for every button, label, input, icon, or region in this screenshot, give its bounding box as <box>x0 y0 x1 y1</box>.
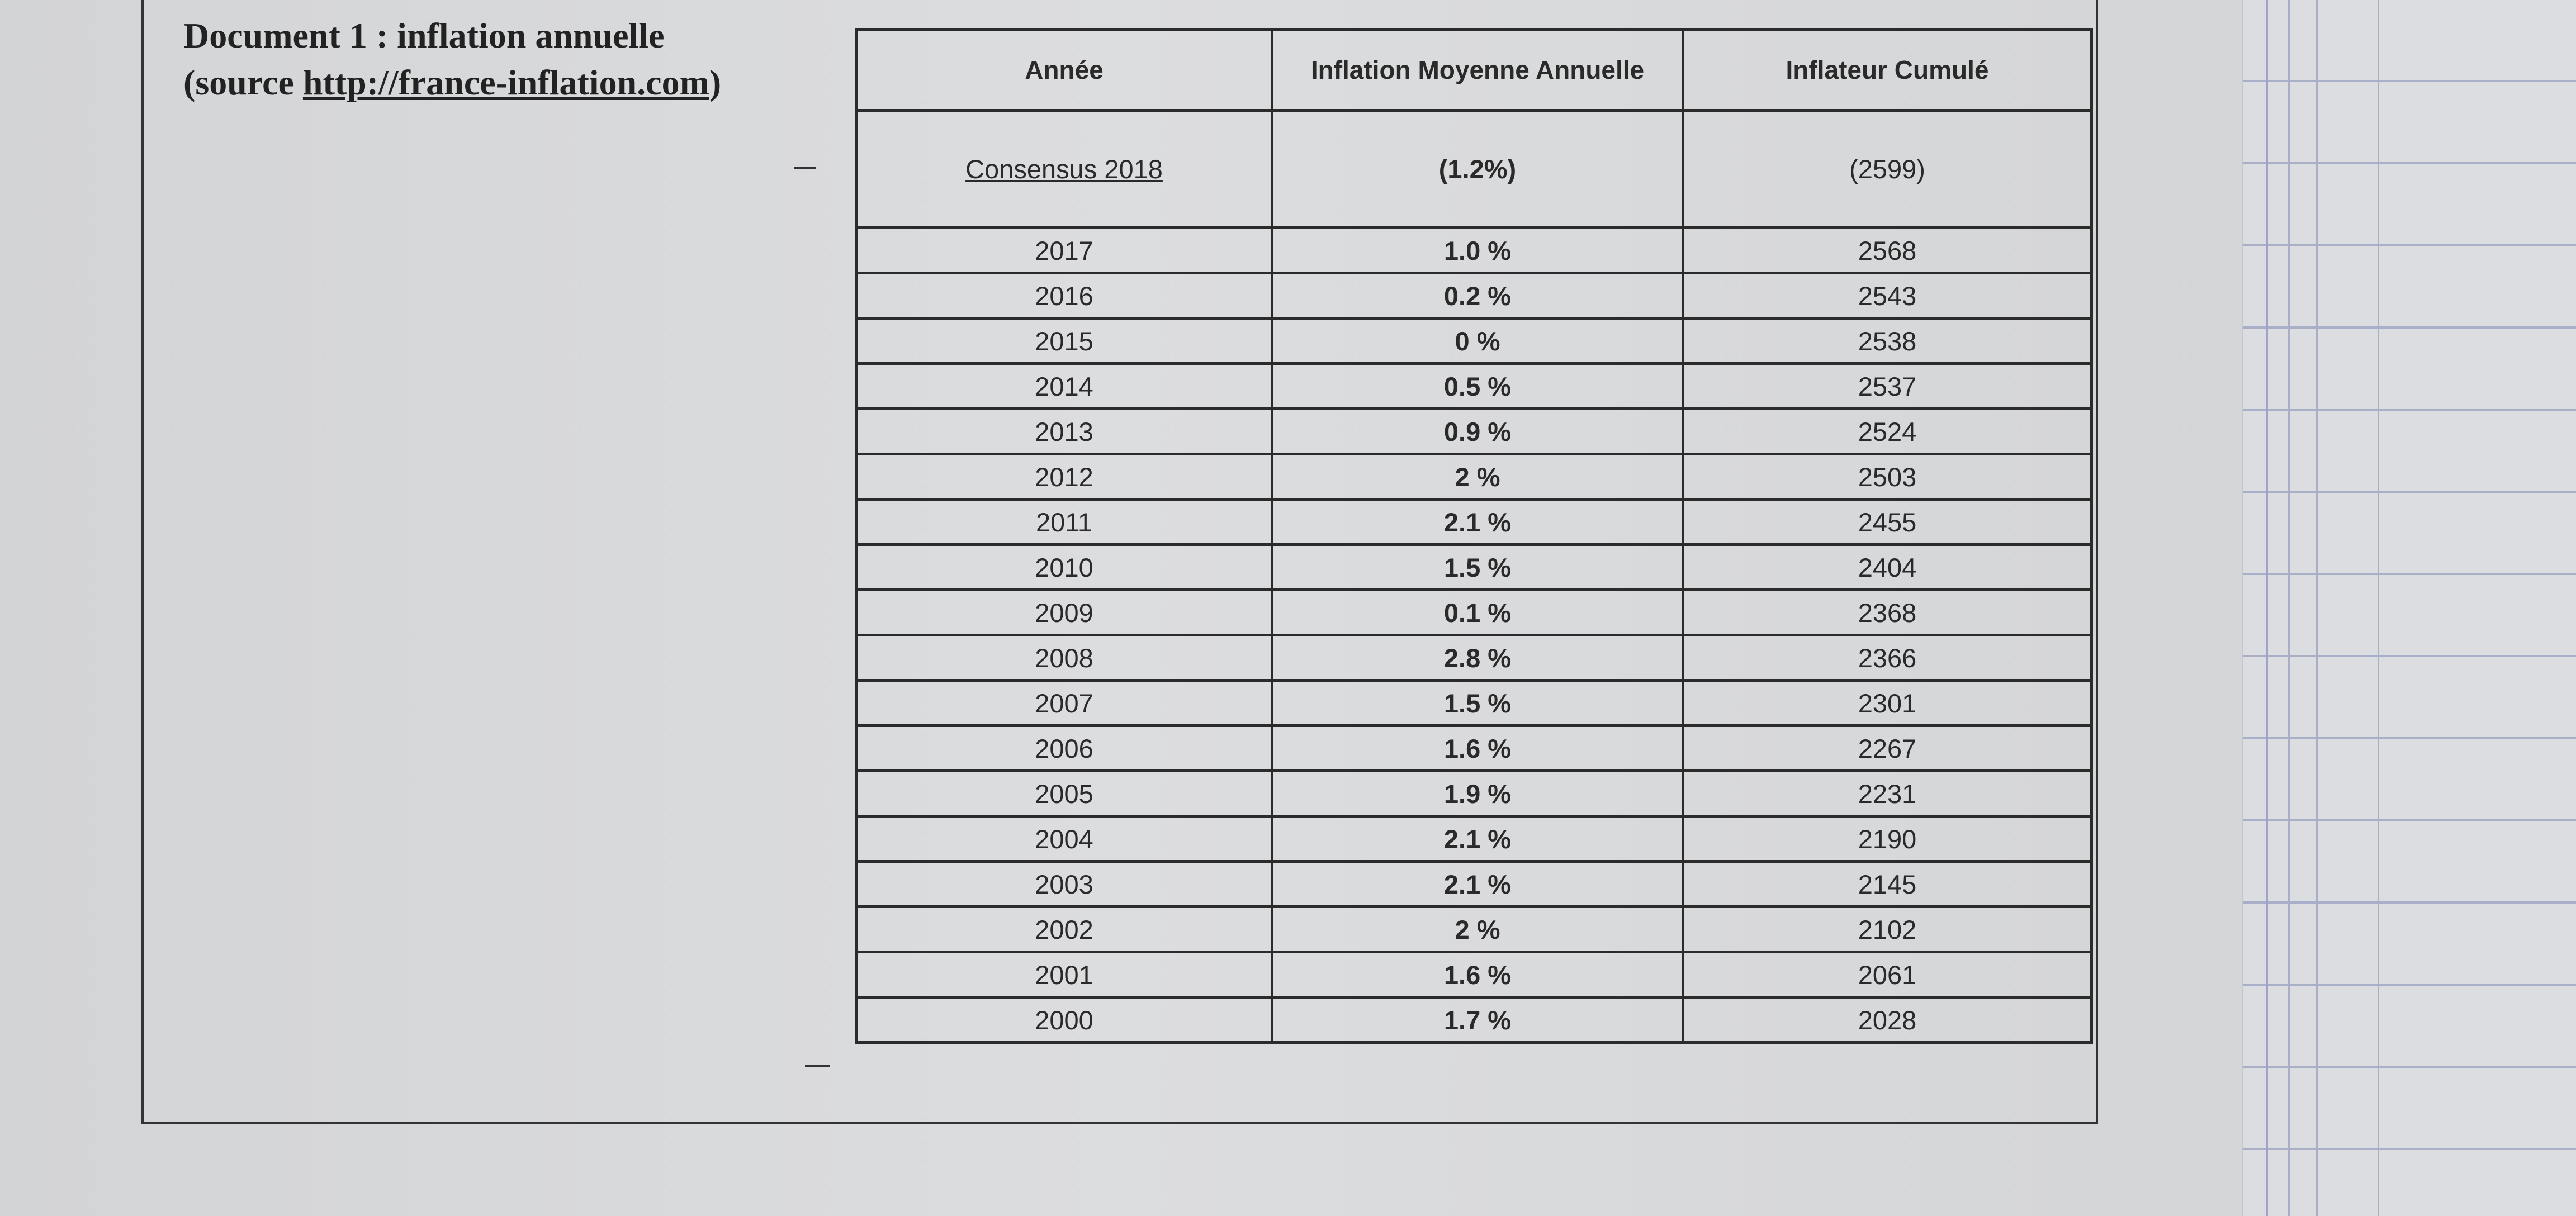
consensus-inflateur: (2599) <box>1682 109 2093 229</box>
table-row: 2015 0 % 2538 <box>855 317 2093 365</box>
table-row: 2011 2.1 % 2455 <box>855 498 2093 546</box>
year-cell: 2005 <box>855 770 1273 818</box>
table-row: 2010 1.5 % 2404 <box>855 543 2093 591</box>
inflation-cell: 2 % <box>1271 453 1684 501</box>
inflateur-cell: 2267 <box>1682 724 2093 772</box>
year-cell: 2007 <box>855 679 1273 727</box>
inflateur-cell: 2568 <box>1682 226 2093 274</box>
inflateur-cell: 2538 <box>1682 317 2093 365</box>
inflateur-cell: 2028 <box>1682 996 2093 1044</box>
consensus-row: Consensus 2018 (1.2%) (2599) <box>855 109 2093 229</box>
table-row: 2004 2.1 % 2190 <box>855 815 2093 863</box>
table-row: 2014 0.5 % 2537 <box>855 362 2093 410</box>
inflateur-cell: 2503 <box>1682 453 2093 501</box>
inflation-cell: 2.1 % <box>1271 498 1684 546</box>
inflateur-cell: 2524 <box>1682 407 2093 455</box>
table-row: 2013 0.9 % 2524 <box>855 407 2093 455</box>
table-row: 2017 1.0 % 2568 <box>855 226 2093 274</box>
table-header-row: Année Inflation Moyenne Annuelle Inflate… <box>855 28 2093 112</box>
year-cell: 2008 <box>855 634 1273 682</box>
inflation-cell: 1.5 % <box>1271 543 1684 591</box>
table-row: 2016 0.2 % 2543 <box>855 272 2093 320</box>
header-inflation: Inflation Moyenne Annuelle <box>1271 28 1684 112</box>
title-source: (source http://france-inflation.com) <box>183 59 826 106</box>
consensus-inflation: (1.2%) <box>1271 109 1684 229</box>
year-cell: 2000 <box>855 996 1273 1044</box>
inflateur-cell: 2231 <box>1682 770 2093 818</box>
grid-line <box>2378 0 2379 1216</box>
inflateur-cell: 2366 <box>1682 634 2093 682</box>
inflation-cell: 0.1 % <box>1271 588 1684 636</box>
grid-line <box>2316 0 2318 1216</box>
table-row: 2005 1.9 % 2231 <box>855 770 2093 818</box>
year-cell: 2001 <box>855 951 1273 999</box>
inflateur-cell: 2301 <box>1682 679 2093 727</box>
inflation-cell: 2.1 % <box>1271 860 1684 908</box>
inflation-cell: 1.6 % <box>1271 951 1684 999</box>
source-prefix: (source <box>183 63 303 102</box>
table-row: 2002 2 % 2102 <box>855 905 2093 953</box>
year-cell: 2002 <box>855 905 1273 953</box>
inflation-cell: 1.0 % <box>1271 226 1684 274</box>
consensus-label-text: Consensus 2018 <box>965 154 1163 184</box>
inflateur-cell: 2368 <box>1682 588 2093 636</box>
inflation-cell: 0.5 % <box>1271 362 1684 410</box>
table-row: 2000 1.7 % 2028 <box>855 996 2093 1044</box>
inflateur-cell: 2404 <box>1682 543 2093 591</box>
year-cell: 2003 <box>855 860 1273 908</box>
table-row: 2008 2.8 % 2366 <box>855 634 2093 682</box>
table-row: 2006 1.6 % 2267 <box>855 724 2093 772</box>
pen-mark <box>794 167 816 169</box>
inflateur-cell: 2190 <box>1682 815 2093 863</box>
inflateur-cell: 2537 <box>1682 362 2093 410</box>
year-cell: 2015 <box>855 317 1273 365</box>
year-cell: 2004 <box>855 815 1273 863</box>
source-suffix: ) <box>709 63 722 102</box>
consensus-label: Consensus 2018 <box>855 109 1273 229</box>
inflation-cell: 0 % <box>1271 317 1684 365</box>
inflation-cell: 2.1 % <box>1271 815 1684 863</box>
year-cell: 2013 <box>855 407 1273 455</box>
document-frame <box>141 0 2098 1124</box>
grid-line <box>2288 0 2290 1216</box>
inflateur-cell: 2145 <box>1682 860 2093 908</box>
year-cell: 2012 <box>855 453 1273 501</box>
table-row: 2007 1.5 % 2301 <box>855 679 2093 727</box>
year-cell: 2016 <box>855 272 1273 320</box>
inflateur-cell: 2543 <box>1682 272 2093 320</box>
inflation-cell: 1.5 % <box>1271 679 1684 727</box>
year-cell: 2011 <box>855 498 1273 546</box>
year-cell: 2006 <box>855 724 1273 772</box>
inflation-cell: 1.7 % <box>1271 996 1684 1044</box>
year-cell: 2014 <box>855 362 1273 410</box>
pen-mark <box>805 1065 830 1067</box>
source-link[interactable]: http://france-inflation.com <box>302 63 709 102</box>
inflation-cell: 0.2 % <box>1271 272 1684 320</box>
table-row: 2012 2 % 2503 <box>855 453 2093 501</box>
grid-paper <box>2242 0 2576 1216</box>
inflateur-cell: 2061 <box>1682 951 2093 999</box>
inflateur-cell: 2455 <box>1682 498 2093 546</box>
header-inflateur: Inflateur Cumulé <box>1682 28 2093 112</box>
inflateur-cell: 2102 <box>1682 905 2093 953</box>
inflation-cell: 0.9 % <box>1271 407 1684 455</box>
inflation-cell: 2 % <box>1271 905 1684 953</box>
year-cell: 2017 <box>855 226 1273 274</box>
inflation-cell: 1.9 % <box>1271 770 1684 818</box>
table-row: 2009 0.1 % 2368 <box>855 588 2093 636</box>
year-cell: 2010 <box>855 543 1273 591</box>
inflation-table: Année Inflation Moyenne Annuelle Inflate… <box>855 28 2093 1044</box>
header-annee: Année <box>855 28 1273 112</box>
inflation-cell: 2.8 % <box>1271 634 1684 682</box>
inflation-cell: 1.6 % <box>1271 724 1684 772</box>
title-line: Document 1 : inflation annuelle <box>183 16 665 55</box>
year-cell: 2009 <box>855 588 1273 636</box>
table-row: 2003 2.1 % 2145 <box>855 860 2093 908</box>
document-title: Document 1 : inflation annuelle (source … <box>183 12 826 106</box>
table-row: 2001 1.6 % 2061 <box>855 951 2093 999</box>
